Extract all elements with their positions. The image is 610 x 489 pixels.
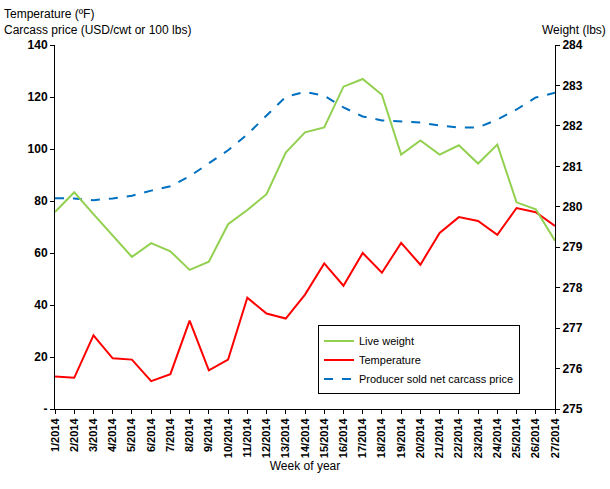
svg-text:281: 281 xyxy=(562,160,582,174)
svg-text:24/2014: 24/2014 xyxy=(491,418,503,459)
svg-text:Temperature (ºF)Carcass price: Temperature (ºF)Carcass price (USD/cwt o… xyxy=(4,7,191,37)
svg-text:21/2014: 21/2014 xyxy=(433,418,445,459)
svg-text:17/2014: 17/2014 xyxy=(356,418,368,459)
svg-text:120: 120 xyxy=(28,90,48,104)
svg-text:100: 100 xyxy=(28,142,48,156)
svg-text:277: 277 xyxy=(562,321,582,335)
svg-text:2/2014: 2/2014 xyxy=(68,418,80,453)
svg-text:20: 20 xyxy=(34,350,48,364)
svg-text:16/2014: 16/2014 xyxy=(337,418,349,459)
svg-text:284: 284 xyxy=(562,38,582,52)
svg-text:4/2014: 4/2014 xyxy=(106,418,118,453)
svg-text:-: - xyxy=(44,402,48,416)
svg-text:11/2014: 11/2014 xyxy=(241,418,253,458)
svg-text:18/2014: 18/2014 xyxy=(375,418,387,459)
svg-text:6/2014: 6/2014 xyxy=(145,418,157,453)
svg-text:8/2014: 8/2014 xyxy=(183,418,195,453)
svg-text:7/2014: 7/2014 xyxy=(164,418,176,453)
svg-text:Temperature: Temperature xyxy=(359,354,421,366)
svg-text:Producer sold net carcass pric: Producer sold net carcass price xyxy=(359,373,513,385)
svg-text:275: 275 xyxy=(562,402,582,416)
svg-text:27/2014: 27/2014 xyxy=(549,418,561,459)
svg-text:5/2014: 5/2014 xyxy=(125,418,137,453)
svg-text:140: 140 xyxy=(28,38,48,52)
svg-text:26/2014: 26/2014 xyxy=(529,418,541,459)
svg-text:283: 283 xyxy=(562,79,582,93)
svg-text:20/2014: 20/2014 xyxy=(414,418,426,459)
svg-text:60: 60 xyxy=(34,246,48,260)
svg-text:10/2014: 10/2014 xyxy=(222,418,234,459)
svg-text:Week of year: Week of year xyxy=(270,459,340,473)
svg-text:278: 278 xyxy=(562,281,582,295)
svg-text:14/2014: 14/2014 xyxy=(299,418,311,459)
svg-text:15/2014: 15/2014 xyxy=(318,418,330,459)
svg-text:12/2014: 12/2014 xyxy=(260,418,272,459)
svg-text:1/2014: 1/2014 xyxy=(49,418,61,453)
svg-text:13/2014: 13/2014 xyxy=(279,418,291,459)
svg-text:276: 276 xyxy=(562,362,582,376)
svg-text:22/2014: 22/2014 xyxy=(452,418,464,459)
svg-text:40: 40 xyxy=(34,298,48,312)
svg-text:80: 80 xyxy=(34,194,48,208)
svg-text:280: 280 xyxy=(562,200,582,214)
svg-text:Live weight: Live weight xyxy=(359,335,414,347)
svg-text:25/2014: 25/2014 xyxy=(510,418,522,459)
svg-text:19/2014: 19/2014 xyxy=(395,418,407,459)
svg-text:23/2014: 23/2014 xyxy=(472,418,484,459)
svg-text:282: 282 xyxy=(562,119,582,133)
svg-text:Weight (lbs): Weight (lbs) xyxy=(542,23,606,37)
svg-text:9/2014: 9/2014 xyxy=(202,418,214,453)
svg-text:279: 279 xyxy=(562,240,582,254)
svg-text:3/2014: 3/2014 xyxy=(87,418,99,453)
